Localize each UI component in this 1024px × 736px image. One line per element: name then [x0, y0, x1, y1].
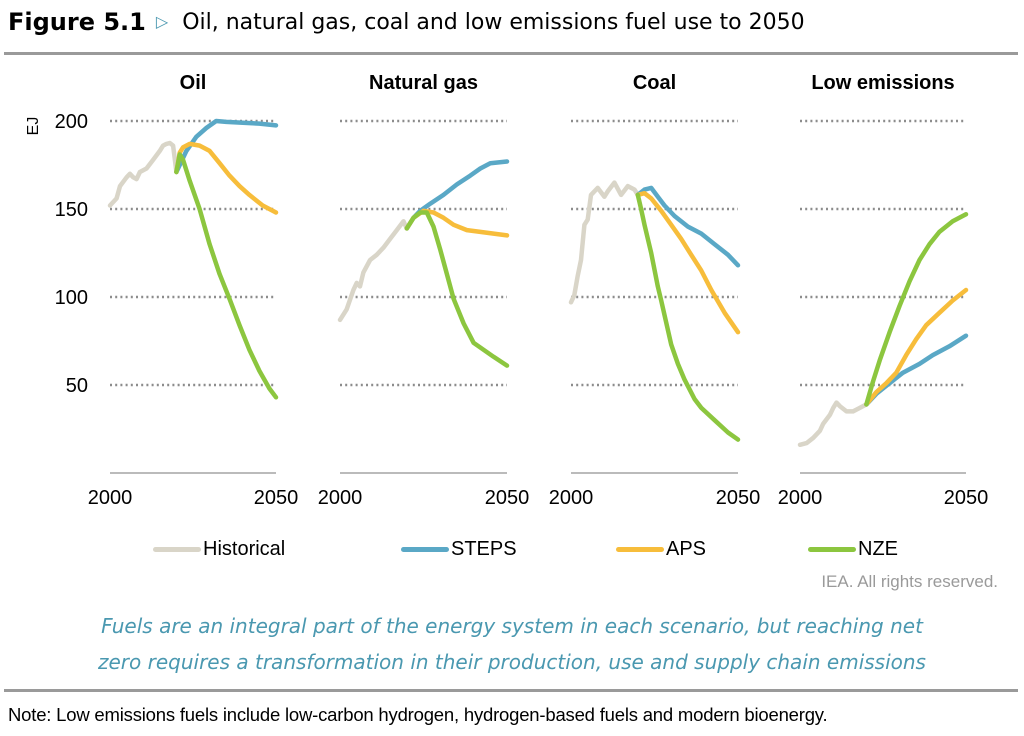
x-tick-label: 2000: [88, 487, 133, 509]
series-line-nze: [174, 152, 279, 400]
caption-line-2: zero requires a transformation in their …: [98, 650, 926, 674]
series-line-nze: [404, 210, 510, 368]
legend-swatch-historical: [153, 547, 201, 552]
x-tick-label: 2000: [318, 487, 363, 509]
triangle-right-icon: ▷: [155, 14, 169, 31]
legend-label: NZE: [858, 538, 898, 560]
legend-swatch-nze: [808, 547, 856, 552]
panel-title: Low emissions: [811, 72, 954, 94]
series-line-steps: [635, 185, 741, 268]
legend-label: APS: [666, 538, 707, 560]
panel-title: Natural gas: [369, 72, 478, 94]
legend: Historical STEPS APS NZE: [0, 538, 1024, 564]
legend-item-historical: Historical: [153, 538, 285, 561]
footnote: Note: Low emissions fuels include low-ca…: [8, 704, 828, 725]
series-line-steps: [174, 118, 279, 175]
legend-swatch-steps: [401, 547, 449, 552]
caption-line-1: Fuels are an integral part of the energy…: [101, 614, 923, 638]
y-tick-label: 100: [55, 287, 88, 309]
series-line-historical: [107, 140, 179, 208]
series-line-aps: [864, 287, 969, 407]
legend-item-aps: APS: [616, 538, 706, 561]
series-line-nze: [635, 192, 741, 442]
figure-title-text: Oil, natural gas, coal and low emissions…: [182, 9, 805, 35]
copyright-notice: IEA. All rights reserved.: [821, 572, 998, 591]
x-tick-label: 2000: [549, 487, 594, 509]
x-tick-label: 2050: [944, 487, 989, 509]
x-tick-label: 2050: [485, 487, 530, 509]
x-tick-label: 2050: [716, 487, 761, 509]
figure-number: Figure 5.1: [8, 8, 146, 36]
legend-swatch-aps: [616, 547, 664, 552]
caption: Fuels are an integral part of the energy…: [0, 608, 1024, 680]
y-tick-label: 150: [55, 199, 88, 221]
y-tick-label: 50: [66, 375, 88, 397]
series-line-aps: [174, 141, 279, 215]
chart: EJ 50 100 150 200 Oil 2000 2050 Natural gas 2000 2…: [25, 72, 989, 509]
series-line-steps: [404, 159, 510, 231]
series-line-steps: [864, 333, 969, 407]
y-tick-label: 200: [55, 111, 88, 133]
series-line-historical: [797, 400, 869, 448]
panel-title: Oil: [180, 72, 207, 94]
series-line-historical: [568, 180, 641, 305]
legend-item-steps: STEPS: [401, 538, 517, 561]
series-line-aps: [635, 190, 741, 335]
y-axis-label: EJ: [25, 117, 42, 136]
panel-title: Coal: [633, 72, 676, 94]
legend-item-nze: NZE: [808, 538, 898, 561]
x-tick-label: 2000: [778, 487, 823, 509]
top-divider: [4, 52, 1018, 55]
series-line-historical: [337, 219, 410, 323]
series-line-nze: [864, 212, 969, 407]
legend-label: STEPS: [451, 538, 517, 560]
legend-label: Historical: [203, 538, 286, 560]
bottom-divider: [4, 689, 1018, 692]
x-tick-label: 2050: [254, 487, 299, 509]
figure-title: Figure 5.1 ▷ Oil, natural gas, coal and …: [8, 4, 805, 40]
